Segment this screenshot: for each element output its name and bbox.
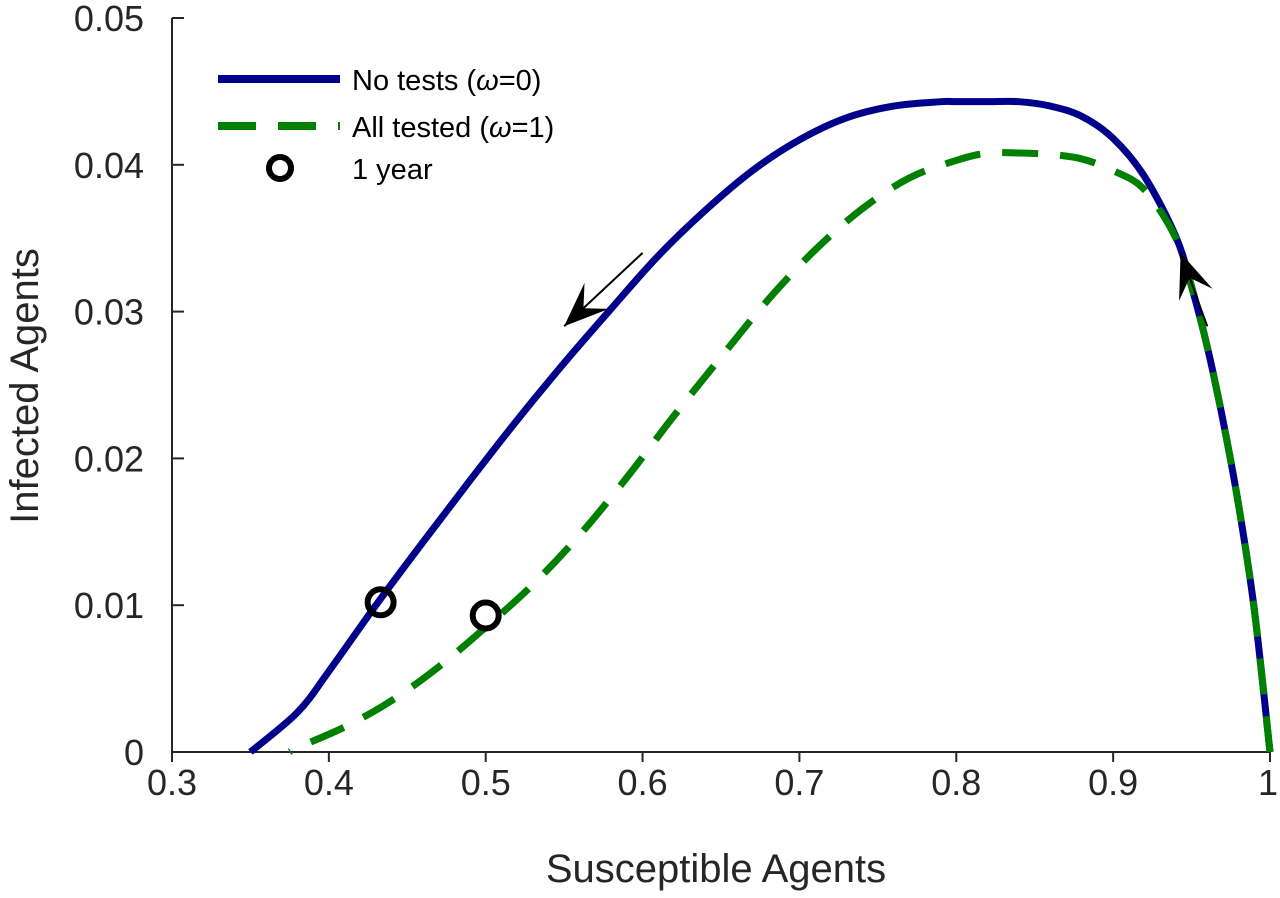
x-tick-label: 1 [1258, 762, 1278, 803]
x-tick-label: 0.6 [618, 762, 668, 803]
x-tick-label: 0.7 [774, 762, 824, 803]
one-year-marker [364, 586, 397, 619]
x-tick-label: 0.8 [931, 762, 981, 803]
legend: No tests (ω=0) All tested (ω=1) 1 year [218, 65, 554, 186]
legend-label-no-tests: No tests (ω=0) [352, 65, 541, 97]
x-tick-label: 0.4 [304, 762, 354, 803]
x-axis-title: Susceptible Agents [546, 847, 886, 891]
direction-arrow-head [564, 282, 609, 327]
legend-label-all-tested: All tested (ω=1) [352, 112, 554, 144]
series-line-all-tested [287, 148, 1274, 756]
legend-marker-one-year [266, 154, 294, 182]
y-tick-label: 0.03 [74, 292, 144, 333]
x-tick-label: 0.5 [461, 762, 511, 803]
y-tick-label: 0.04 [74, 145, 144, 186]
x-tick-label: 0.3 [147, 762, 197, 803]
y-tick-label: 0.05 [74, 0, 144, 39]
plot-area [248, 97, 1274, 756]
y-tick-label: 0 [124, 732, 144, 773]
legend-label-one-year: 1 year [352, 154, 433, 186]
y-tick-label: 0.01 [74, 585, 144, 626]
series-line-no-tests [248, 97, 1274, 755]
one-year-marker [469, 599, 502, 632]
direction-arrow-head [1179, 252, 1213, 301]
y-axis-title: Infected Agents [3, 248, 47, 524]
axes: 0.3 0.4 0.5 0.6 0.7 0.8 0.9 1 0 0.01 0.02 0.03 0.04 0… [3, 0, 1278, 891]
x-tick-label: 0.9 [1088, 762, 1138, 803]
y-tick-label: 0.02 [74, 438, 144, 479]
